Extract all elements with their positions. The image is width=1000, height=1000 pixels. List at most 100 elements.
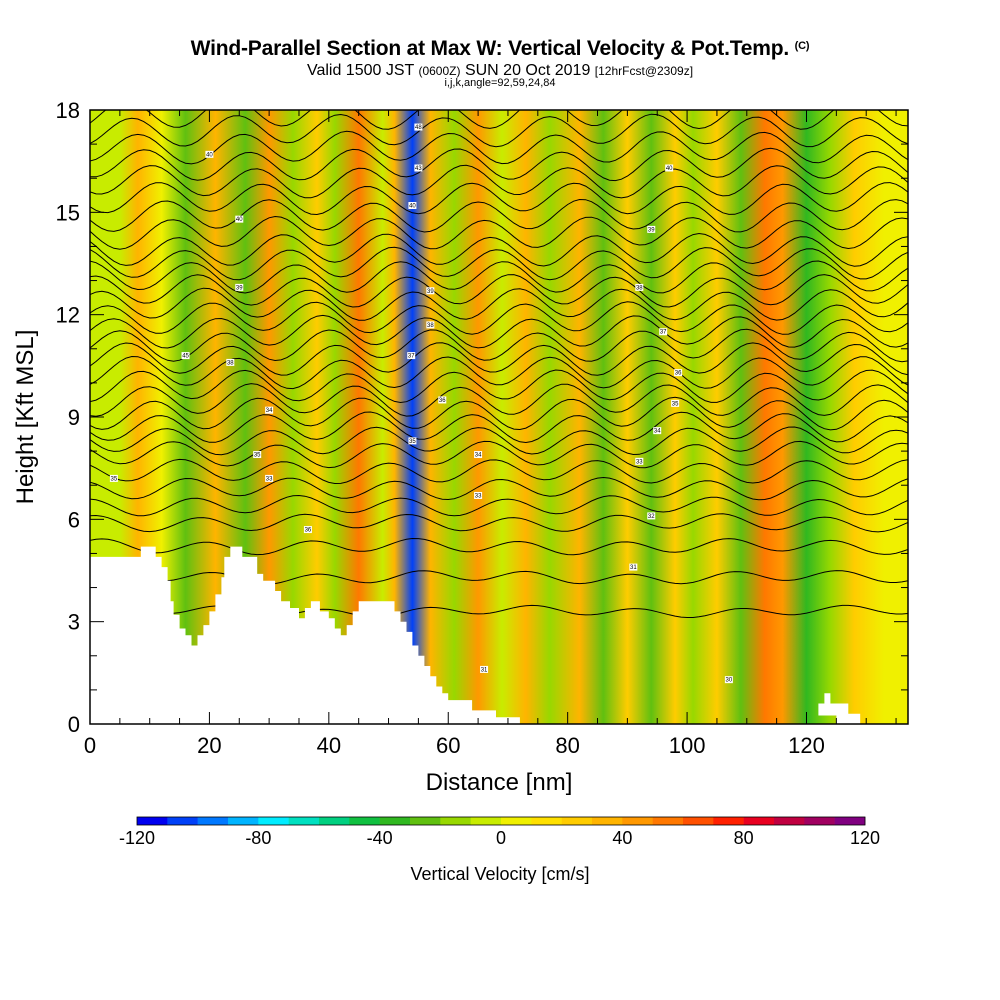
contour-label-box [659, 328, 668, 336]
x-tick-label: 20 [197, 733, 221, 758]
isentrope-line [90, 182, 908, 216]
colorbar-tick-label: 40 [612, 828, 632, 848]
colorbar-tick-label: 120 [850, 828, 880, 848]
contour-label: 36 [305, 528, 312, 534]
valid-date: SUN 20 Oct 2019 [464, 62, 591, 79]
contour-label-box [265, 474, 274, 482]
isentrope-line [90, 476, 908, 501]
colorbar-swatch [804, 817, 835, 825]
contour-label: 38 [227, 360, 234, 366]
contour-label: 40 [236, 217, 243, 223]
colorbar-swatch [713, 817, 744, 825]
contour-label-box [407, 352, 416, 360]
contour-label-box [109, 474, 118, 482]
colorbar-swatch [288, 817, 320, 825]
contour-label: 32 [648, 514, 655, 520]
contour-label: 31 [630, 565, 637, 571]
y-axis-label: Height [Kft MSL] [12, 330, 39, 505]
valid-prefix: Valid 1500 JST [306, 62, 414, 79]
isentrope-line [90, 164, 908, 199]
contour-label-box [635, 457, 644, 465]
colorbar-swatch [137, 817, 168, 825]
contour-label: 36 [439, 398, 446, 404]
colorbar-swatch [622, 817, 653, 825]
x-tick-label: 120 [788, 733, 825, 758]
contour-label: 36 [675, 371, 682, 377]
contour-label: 30 [726, 678, 733, 684]
x-tick-label: 0 [84, 733, 96, 758]
x-axis: 0 20 40 60 80 100 120 [84, 110, 897, 758]
contour-label-box [303, 526, 312, 534]
contour-label: 37 [408, 354, 415, 360]
isentrope-line [90, 260, 908, 294]
colorbar-swatch [561, 817, 593, 825]
isentrope-line [90, 130, 908, 165]
contour-label-box [235, 283, 244, 291]
isentrope-line [90, 537, 908, 556]
isentrope-line [90, 314, 908, 349]
isentrope-line [90, 113, 908, 148]
copyright-mark: (C) [794, 40, 810, 52]
colorbar-tick-label: -40 [367, 828, 393, 848]
isentrope-line [90, 494, 908, 517]
colorbar-frame [136, 816, 866, 826]
chart-title: Wind-Parallel Section at Max W: Vertical… [0, 37, 1000, 61]
colorbar-swatch [592, 817, 623, 825]
grid-indices: i,j,k,angle=92,59,24,84 [444, 77, 556, 89]
colorbar-swatch [774, 817, 805, 825]
contour-label-box [635, 283, 644, 291]
contour-label: 35 [409, 439, 416, 445]
contour-label: 31 [481, 667, 488, 673]
colorbar-swatch [167, 817, 198, 825]
contour-label-box [414, 164, 423, 172]
colorbar-tick-label: 80 [734, 828, 754, 848]
isentrope-line [90, 198, 908, 233]
colorbar-swatch [834, 817, 866, 825]
y-tick-label: 3 [68, 610, 80, 635]
y-tick-label: 9 [68, 405, 80, 430]
colorbar-swatch [228, 817, 259, 825]
isentrope-contours [90, 110, 908, 618]
contour-label-box [480, 665, 489, 673]
contour-label-box [205, 150, 214, 158]
contour-label: 40 [666, 166, 673, 172]
contour-label: 38 [636, 285, 643, 291]
isentrope-line [90, 287, 908, 321]
isentrope-line [90, 396, 908, 431]
colorbar-swatch [319, 817, 350, 825]
isentrope-line [90, 301, 908, 335]
colorbar-swatch [440, 817, 471, 825]
colorbar-swatch [258, 817, 289, 825]
colorbar-swatch [349, 817, 380, 825]
contour-label-box [414, 123, 423, 131]
isentrope-line [90, 513, 908, 533]
contour-label-box [674, 369, 683, 377]
isentrope-line [90, 215, 908, 250]
y-tick-label: 0 [68, 712, 80, 737]
x-axis-label: Distance [nm] [426, 769, 573, 796]
contour-label-box [235, 215, 244, 223]
contour-label: 33 [475, 493, 482, 499]
plot-area: 35 45 40 38 40 39 35 34 33 36 48 43 40 39 38 37 36 35 34 33… [90, 110, 908, 724]
contour-label: 39 [648, 227, 655, 233]
contour-label: 40 [409, 204, 416, 210]
contour-label: 38 [427, 323, 434, 329]
contour-label: 45 [182, 354, 189, 360]
contour-label: 34 [654, 429, 661, 435]
contour-label-box [474, 451, 483, 459]
colorbar: -120 -80 -40 0 40 80 120 [119, 816, 880, 848]
contour-label: 33 [636, 459, 643, 465]
contour-labels: 35 45 40 38 40 39 35 34 33 36 48 43 40 39 38 37 36 35 34 33… [109, 123, 733, 684]
contour-label-box [181, 352, 190, 360]
contour-label: 39 [427, 289, 434, 295]
contour-label-box [653, 427, 662, 435]
colorbar-swatch [683, 817, 714, 825]
isentrope-line [90, 328, 908, 363]
contour-label-box [647, 512, 656, 520]
colorbar-swatch [410, 817, 441, 825]
contour-label-box [724, 676, 733, 684]
contour-label: 34 [475, 453, 482, 459]
colorbar-tick-label: 0 [496, 828, 506, 848]
contour-label: 43 [415, 166, 422, 172]
